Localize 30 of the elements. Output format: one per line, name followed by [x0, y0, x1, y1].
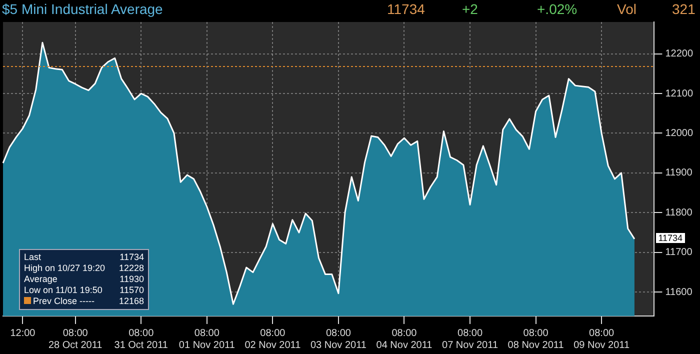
x-tick-label: 08:00 08 Nov 2011 [508, 328, 564, 351]
y-tick-label: 11700 [665, 247, 693, 258]
y-tick-label: 12100 [665, 88, 694, 100]
text: 11734 [387, 1, 425, 17]
annotation: 11734 [120, 252, 144, 263]
text: +2 [462, 1, 478, 17]
x-tick-label: 12:00 [10, 328, 36, 339]
x-tick-label: 08:00 03 Nov 2011 [310, 328, 367, 351]
text: +.02% [537, 1, 578, 17]
x-tick-label: 08:00 01 Nov 2011 [178, 328, 236, 351]
chart-title: $5 Mini Industrial Average [2, 1, 163, 17]
x-tick-label: 08:00 02 Nov 2011 [244, 328, 302, 351]
x-tick-label: 08:00 28 Oct 2011 [48, 328, 103, 351]
text: High on 10/27 19:20 12228 [24, 263, 144, 273]
x-tick-label: 08:00 04 Nov 2011 [376, 328, 433, 351]
text: Last [24, 252, 42, 262]
y-tick-label: 12000 [665, 128, 694, 139]
text: Prev Close ----- 12168 [33, 296, 144, 306]
x-tick-label: 08:00 09 Nov 2011 [574, 328, 630, 351]
x-tick-label: 08:00 07 Nov 2011 [442, 328, 498, 351]
y-tick-label: 11600 [665, 286, 693, 298]
y-tick-label: 12200 [665, 48, 694, 60]
y-tick-label: 11800 [665, 207, 693, 218]
text: Average 11930 [24, 274, 144, 284]
x-tick-label: 08:00 31 Oct 2011 [114, 328, 168, 351]
y-tick-label: 11900 [665, 168, 693, 179]
text: 321 [672, 1, 696, 17]
annotation: 11734 [656, 232, 685, 243]
text: Vol [617, 1, 636, 17]
text: Low on 11/01 19:50 11570 [24, 285, 144, 295]
